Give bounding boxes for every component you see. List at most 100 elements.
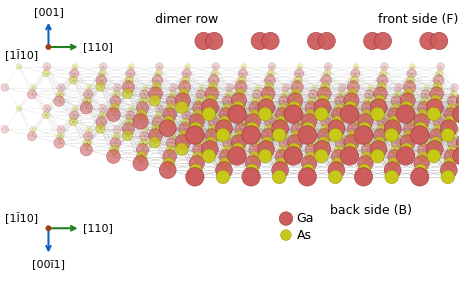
Circle shape — [391, 137, 402, 148]
Circle shape — [1, 84, 9, 91]
Circle shape — [155, 70, 162, 77]
Circle shape — [163, 108, 177, 122]
Circle shape — [328, 162, 345, 179]
Circle shape — [308, 97, 316, 105]
Circle shape — [126, 118, 133, 126]
Circle shape — [450, 133, 457, 140]
Circle shape — [273, 170, 286, 184]
Circle shape — [72, 106, 78, 111]
Circle shape — [113, 91, 120, 98]
Circle shape — [320, 82, 330, 91]
Circle shape — [246, 156, 261, 171]
Circle shape — [275, 108, 289, 122]
Circle shape — [426, 99, 443, 116]
Circle shape — [222, 137, 233, 148]
Circle shape — [347, 89, 357, 99]
Circle shape — [192, 110, 203, 120]
Circle shape — [249, 102, 261, 114]
Circle shape — [149, 87, 163, 101]
Circle shape — [370, 141, 387, 158]
Circle shape — [83, 139, 91, 147]
Circle shape — [208, 82, 218, 91]
Circle shape — [358, 156, 373, 171]
Circle shape — [175, 93, 191, 108]
Circle shape — [332, 116, 343, 127]
Circle shape — [437, 63, 445, 70]
Circle shape — [433, 82, 442, 91]
Circle shape — [324, 105, 332, 112]
Circle shape — [291, 130, 301, 141]
Circle shape — [441, 170, 455, 184]
Circle shape — [328, 170, 342, 184]
Circle shape — [305, 102, 317, 114]
Circle shape — [450, 91, 457, 98]
Circle shape — [216, 162, 232, 179]
Circle shape — [358, 122, 371, 134]
Circle shape — [96, 124, 105, 133]
Circle shape — [403, 89, 414, 99]
Circle shape — [335, 96, 346, 106]
Circle shape — [361, 110, 372, 120]
Circle shape — [208, 124, 218, 133]
Circle shape — [246, 122, 258, 134]
Circle shape — [272, 120, 289, 137]
Circle shape — [365, 97, 373, 105]
Circle shape — [179, 130, 189, 141]
Circle shape — [255, 85, 261, 90]
Circle shape — [421, 131, 430, 141]
Circle shape — [344, 135, 359, 150]
Circle shape — [225, 91, 232, 98]
Circle shape — [335, 103, 344, 112]
Text: As: As — [297, 229, 311, 242]
Circle shape — [258, 107, 272, 121]
Circle shape — [107, 150, 120, 164]
Circle shape — [433, 117, 444, 128]
Circle shape — [196, 131, 205, 141]
Circle shape — [170, 126, 177, 133]
Circle shape — [344, 93, 359, 108]
Circle shape — [324, 112, 331, 119]
Circle shape — [205, 87, 219, 101]
Circle shape — [391, 103, 400, 112]
Circle shape — [261, 87, 275, 101]
Circle shape — [284, 147, 302, 165]
Circle shape — [298, 126, 317, 144]
Circle shape — [288, 143, 301, 155]
Circle shape — [252, 97, 260, 105]
Circle shape — [311, 126, 317, 132]
Circle shape — [182, 69, 191, 78]
Circle shape — [380, 70, 387, 77]
Circle shape — [122, 123, 135, 135]
Circle shape — [451, 126, 458, 133]
Circle shape — [314, 99, 331, 116]
Circle shape — [195, 32, 212, 50]
Circle shape — [185, 106, 191, 111]
Circle shape — [267, 112, 274, 119]
Circle shape — [317, 87, 331, 101]
Circle shape — [159, 120, 176, 137]
Circle shape — [226, 126, 234, 133]
Circle shape — [361, 144, 374, 156]
Circle shape — [80, 144, 92, 156]
Circle shape — [460, 130, 470, 141]
Circle shape — [456, 93, 472, 108]
Circle shape — [251, 32, 268, 50]
Circle shape — [444, 158, 456, 169]
Circle shape — [273, 128, 286, 142]
Circle shape — [324, 70, 331, 77]
Circle shape — [96, 82, 105, 91]
Circle shape — [414, 122, 427, 134]
Circle shape — [43, 63, 51, 70]
Circle shape — [205, 95, 217, 106]
Circle shape — [344, 101, 356, 114]
Circle shape — [430, 129, 444, 143]
Circle shape — [315, 149, 328, 163]
Circle shape — [328, 128, 342, 142]
Circle shape — [318, 95, 329, 106]
Circle shape — [201, 99, 219, 116]
Circle shape — [212, 105, 219, 112]
Circle shape — [30, 85, 36, 90]
Circle shape — [318, 137, 329, 148]
Circle shape — [128, 64, 134, 70]
Circle shape — [186, 168, 204, 186]
